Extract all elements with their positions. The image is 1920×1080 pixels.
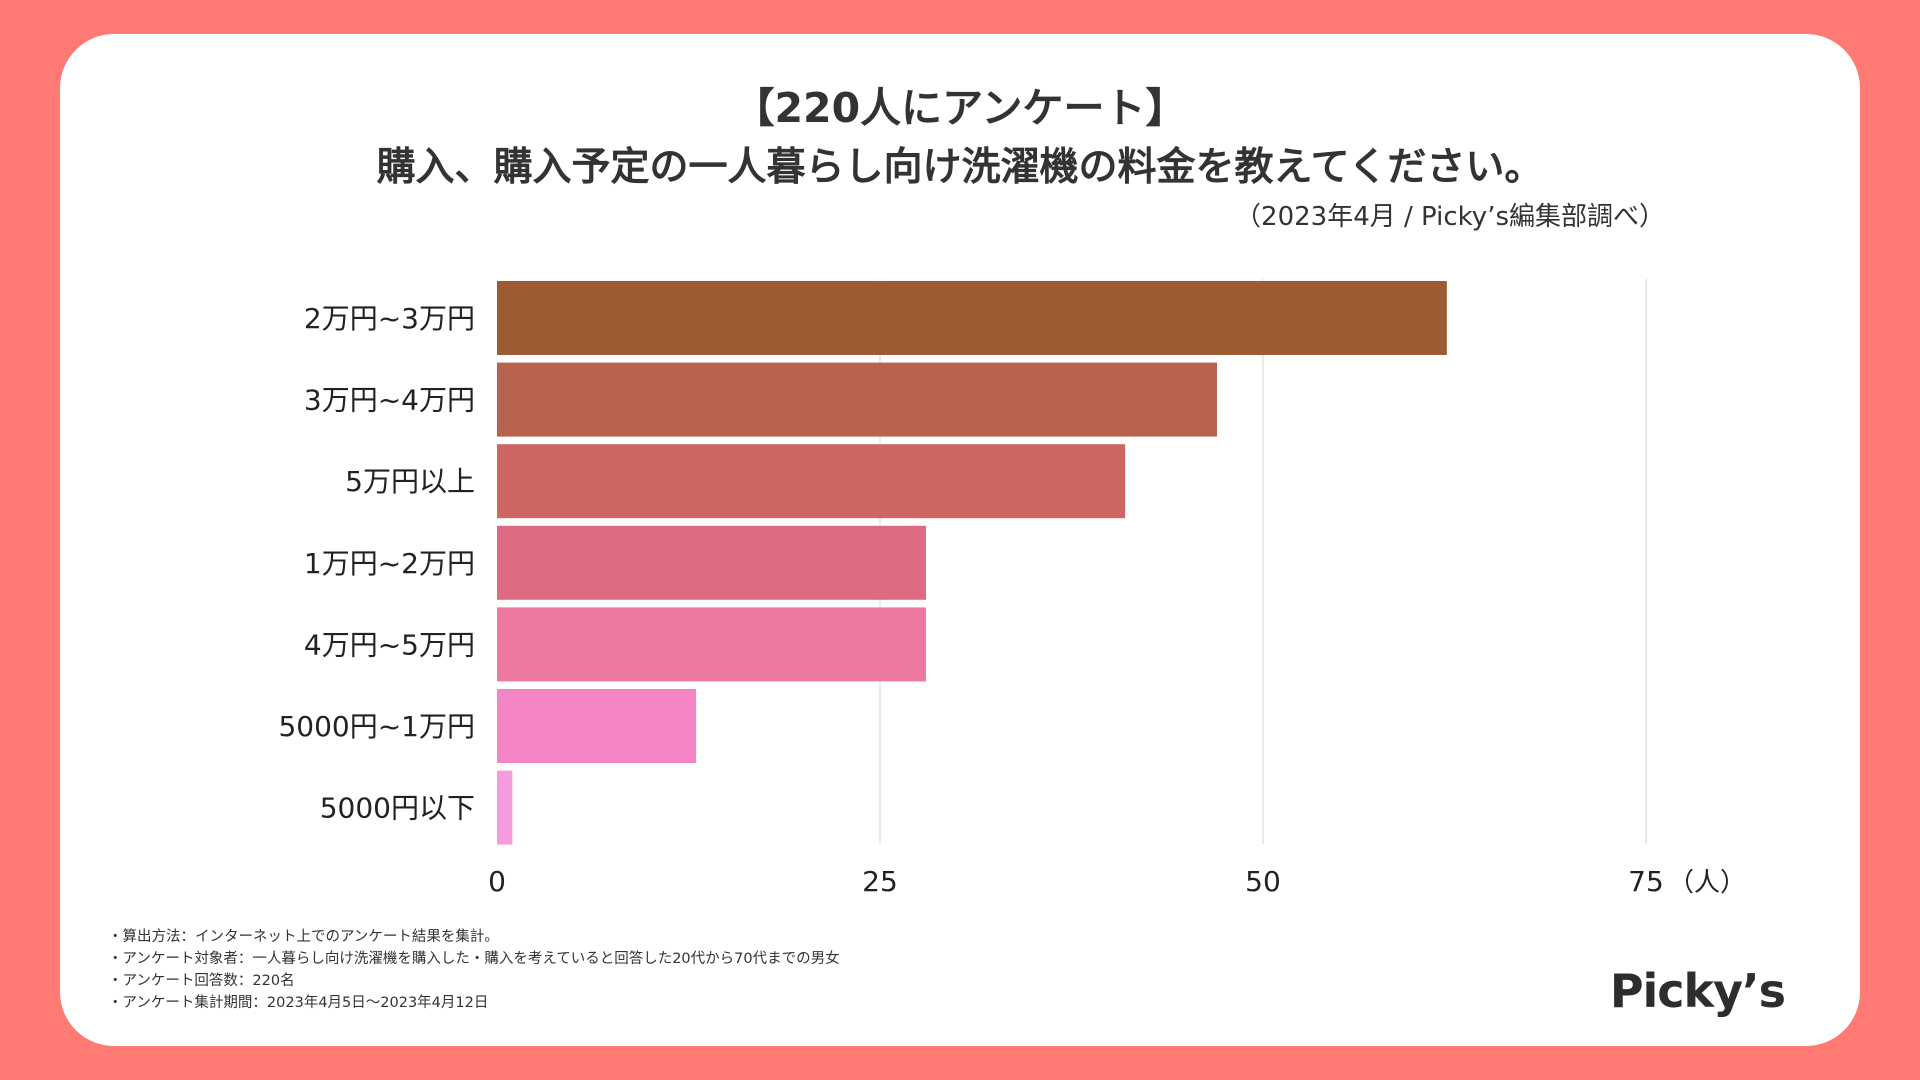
pickys-logo: Picky’s [1609,964,1786,1018]
footnote-period: ・アンケート集計期間：2023年4月5日〜2023年4月12日 [108,995,489,1011]
bar-2 [497,362,1218,437]
bar-5 [497,607,926,682]
x-tick-label-50: 50 [1245,865,1281,898]
chart-card: 【220人にアンケート】 購入、購入予定の一人暮らし向け洗濯機の料金を教えてくだ… [60,34,1860,1046]
x-tick-label-0: 0 [488,865,506,898]
x-tick-label-75: 75 [1628,865,1664,898]
x-tick-label-25: 25 [862,865,898,898]
footnotes: ・算出方法：インターネット上でのアンケート結果を集計。 ・アンケート対象者：一人… [108,926,840,1014]
bar-3 [497,444,1126,519]
x-axis-unit: （人） [1668,868,1746,898]
category-label-5: 4万円~5万円 [304,628,475,661]
category-label-4: 1万円~2万円 [304,547,475,580]
chart-source-note: （2023年4月 / Picky’s編集部調べ） [1235,202,1665,232]
category-label-1: 2万円~3万円 [304,302,475,335]
bar-1 [497,281,1447,355]
bar-chart: 2万円~3万円 3万円~4万円 5万円以上 1万円~2万円 4万円~5万円 5000円~1… [278,279,1746,898]
category-label-2: 3万円~4万円 [304,384,475,417]
bar-4 [497,525,926,600]
category-label-3: 5万円以上 [345,465,475,498]
bar-6 [497,689,697,763]
category-label-6: 5000円~1万円 [278,710,475,743]
footnote-target: ・アンケート対象者：一人暮らし向け洗濯機を購入した・購入を考えていると回答した2… [108,951,840,967]
chart-title-line2: 購入、購入予定の一人暮らし向け洗濯機の料金を教えてください。 [376,145,1544,190]
bar-7 [497,770,513,845]
footnote-count: ・アンケート回答数：220名 [108,973,295,989]
category-label-7: 5000円以下 [320,792,475,825]
chart-title-line1: 【220人にアンケート】 [733,84,1187,132]
footnote-method: ・算出方法：インターネット上でのアンケート結果を集計。 [108,929,499,945]
